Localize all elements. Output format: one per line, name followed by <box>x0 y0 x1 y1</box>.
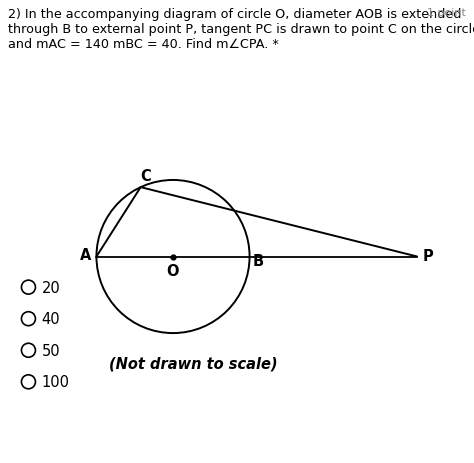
Text: 20: 20 <box>41 280 60 295</box>
Text: O: O <box>166 263 178 278</box>
Text: 100: 100 <box>41 375 69 389</box>
Text: B: B <box>253 253 264 269</box>
Text: (Not drawn to scale): (Not drawn to scale) <box>109 356 277 371</box>
Text: 2) In the accompanying diagram of circle O, diameter AOB is extended: 2) In the accompanying diagram of circle… <box>8 8 461 21</box>
Text: C: C <box>140 168 151 183</box>
Text: 1 point: 1 point <box>427 8 466 18</box>
Text: 40: 40 <box>41 312 60 326</box>
Text: P: P <box>423 249 434 263</box>
Text: and mAC = 140 mBC = 40. Find m∠CPA. *: and mAC = 140 mBC = 40. Find m∠CPA. * <box>8 38 279 51</box>
Text: 50: 50 <box>41 343 60 358</box>
Text: through B to external point P, tangent PC is drawn to point C on the circle,: through B to external point P, tangent P… <box>8 23 474 36</box>
Text: A: A <box>80 248 91 263</box>
